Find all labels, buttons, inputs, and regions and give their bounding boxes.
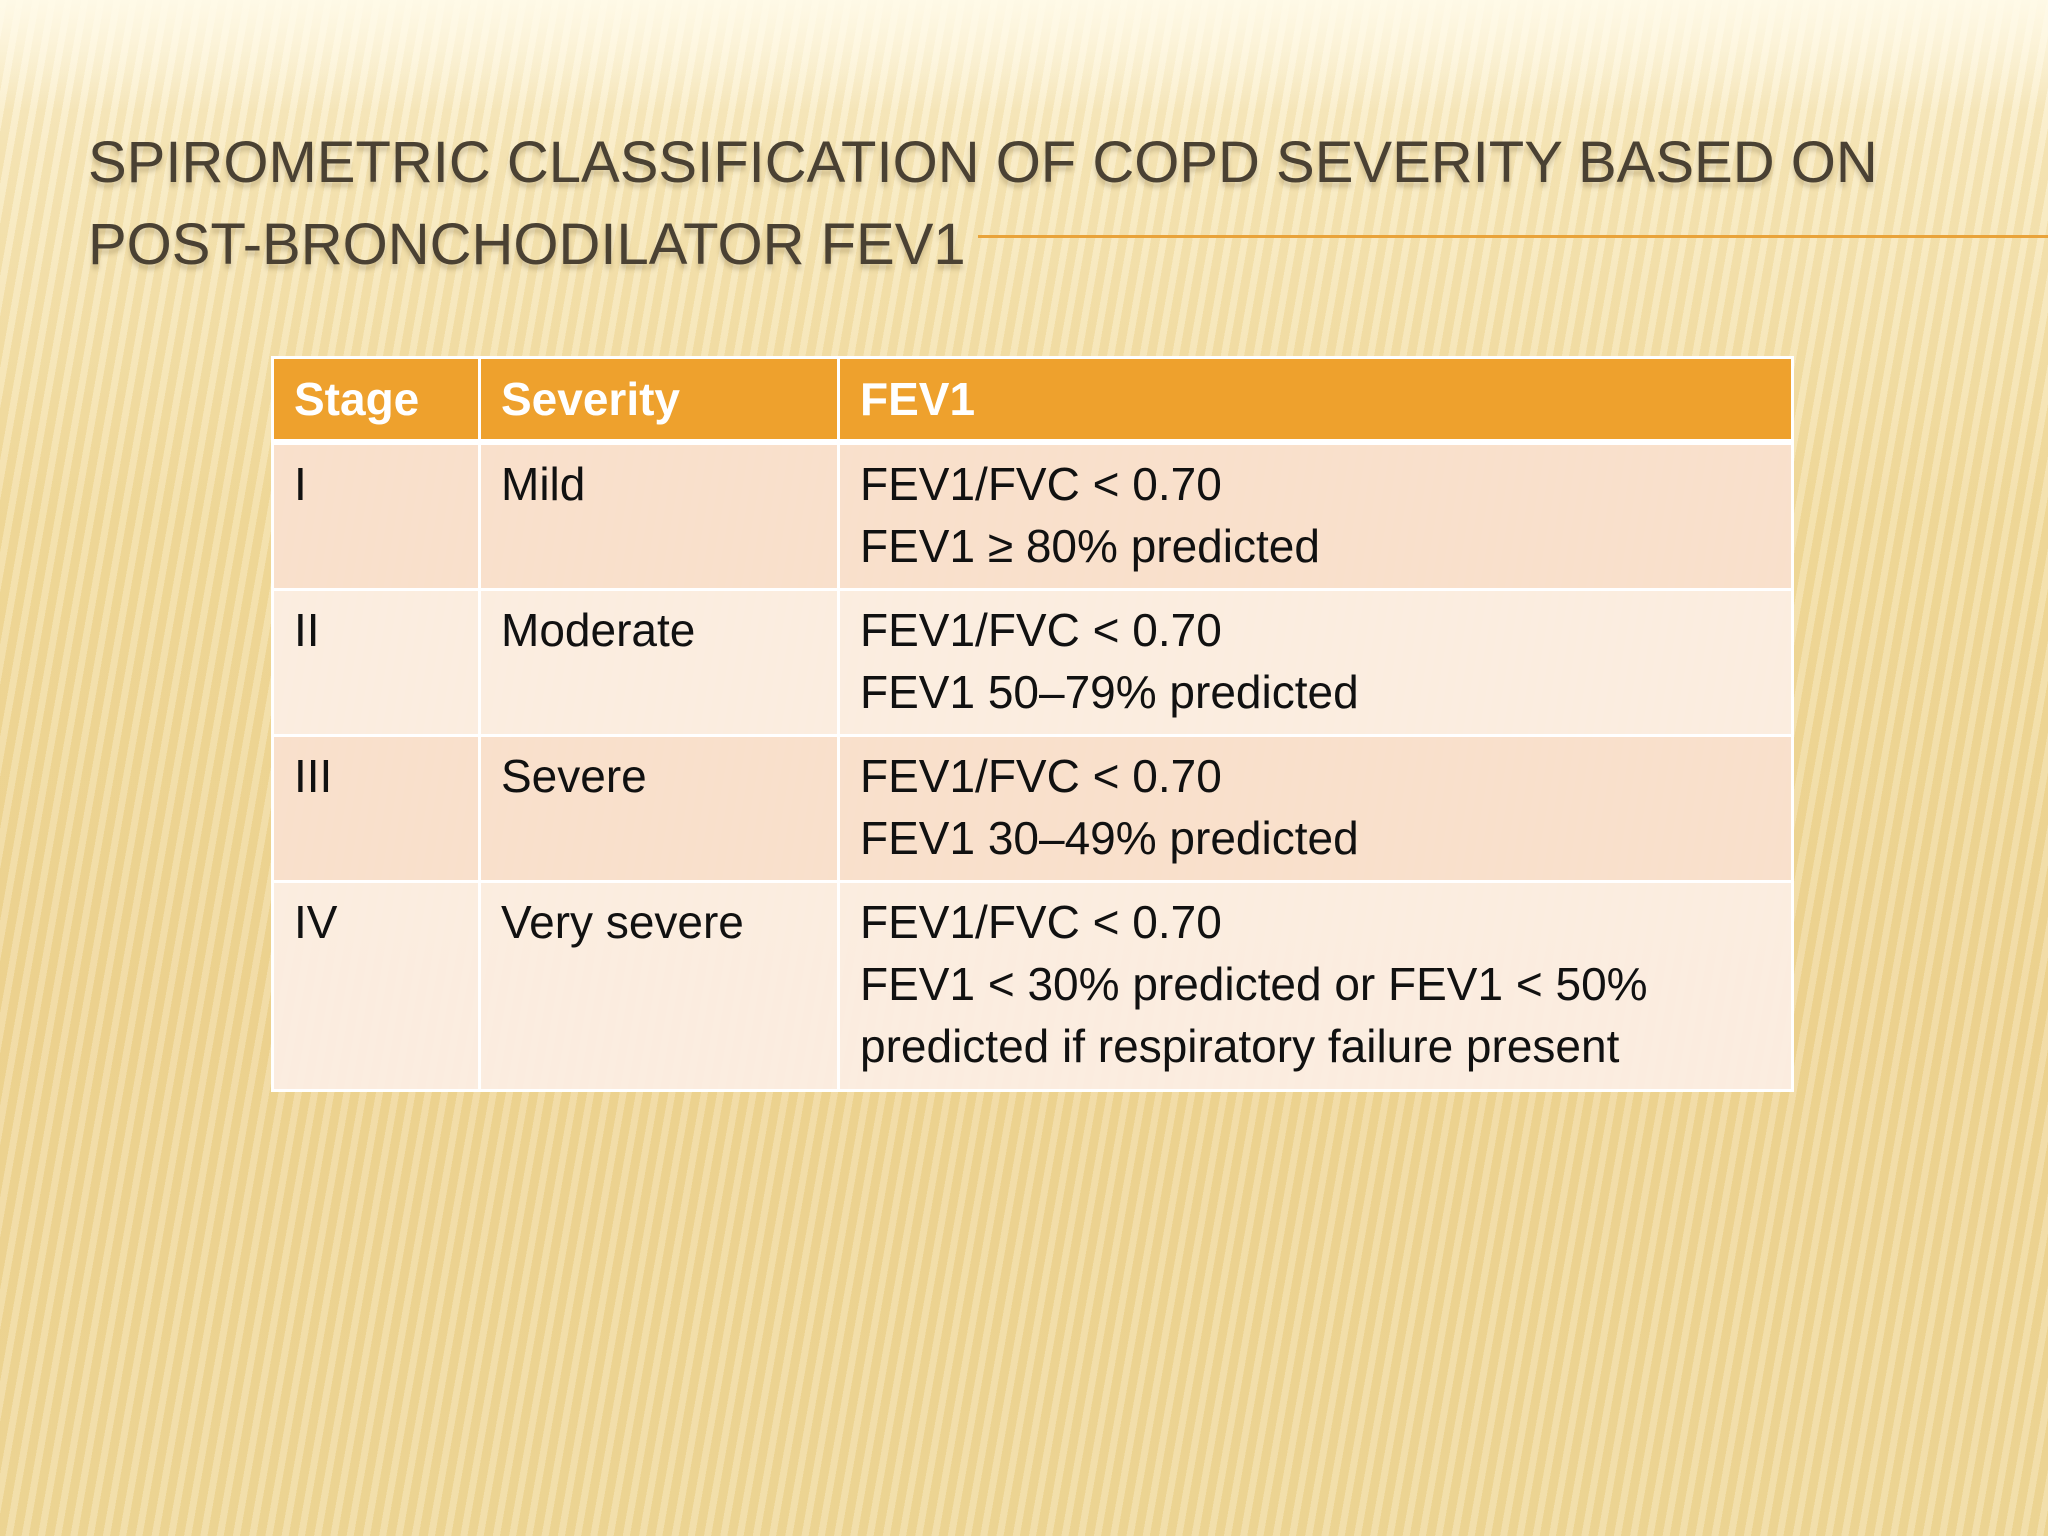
fev1-line: FEV1/FVC < 0.70: [860, 896, 1222, 948]
copd-classification-table: Stage Severity FEV1 I Mild FEV1/FVC < 0.…: [271, 356, 1794, 1092]
severity-cell: Moderate: [478, 588, 840, 737]
stage-cell: I: [271, 440, 481, 591]
fev1-line: FEV1 30–49% predicted: [860, 812, 1359, 864]
fev1-line: FEV1 50–79% predicted: [860, 666, 1359, 718]
fev1-line: FEV1 ≥ 80% predicted: [860, 520, 1320, 572]
table-row: IV Very severe FEV1/FVC < 0.70 FEV1 < 30…: [271, 880, 1794, 1092]
fev1-cell: FEV1/FVC < 0.70 FEV1 < 30% predicted or …: [837, 880, 1794, 1092]
header-fev1: FEV1: [837, 356, 1794, 445]
stage-cell: III: [271, 734, 481, 883]
fev1-line: FEV1/FVC < 0.70: [860, 750, 1222, 802]
fev1-cell: FEV1/FVC < 0.70 FEV1 50–79% predicted: [837, 588, 1794, 737]
fev1-cell: FEV1/FVC < 0.70 FEV1 ≥ 80% predicted: [837, 440, 1794, 591]
fev1-line: FEV1 < 30% predicted or FEV1 < 50%: [860, 958, 1648, 1010]
title-accent-line: [978, 235, 2048, 238]
header-severity: Severity: [478, 356, 840, 445]
slide-title: Spirometric classification of COPD sever…: [88, 130, 1878, 277]
severity-cell: Severe: [478, 734, 840, 883]
classification-table-container: Stage Severity FEV1 I Mild FEV1/FVC < 0.…: [271, 356, 1794, 1092]
severity-cell: Mild: [478, 440, 840, 591]
table-header-row: Stage Severity FEV1: [271, 356, 1794, 445]
table-row: II Moderate FEV1/FVC < 0.70 FEV1 50–79% …: [271, 588, 1794, 737]
fev1-line: FEV1/FVC < 0.70: [860, 604, 1222, 656]
background-glow: [0, 0, 2048, 110]
fev1-cell: FEV1/FVC < 0.70 FEV1 30–49% predicted: [837, 734, 1794, 883]
table-row: III Severe FEV1/FVC < 0.70 FEV1 30–49% p…: [271, 734, 1794, 883]
table-row: I Mild FEV1/FVC < 0.70 FEV1 ≥ 80% predic…: [271, 440, 1794, 591]
fev1-line: predicted if respiratory failure present: [860, 1020, 1620, 1072]
severity-cell: Very severe: [478, 880, 840, 1092]
stage-cell: IV: [271, 880, 481, 1092]
fev1-line: FEV1/FVC < 0.70: [860, 458, 1222, 510]
stage-cell: II: [271, 588, 481, 737]
header-stage: Stage: [271, 356, 481, 445]
